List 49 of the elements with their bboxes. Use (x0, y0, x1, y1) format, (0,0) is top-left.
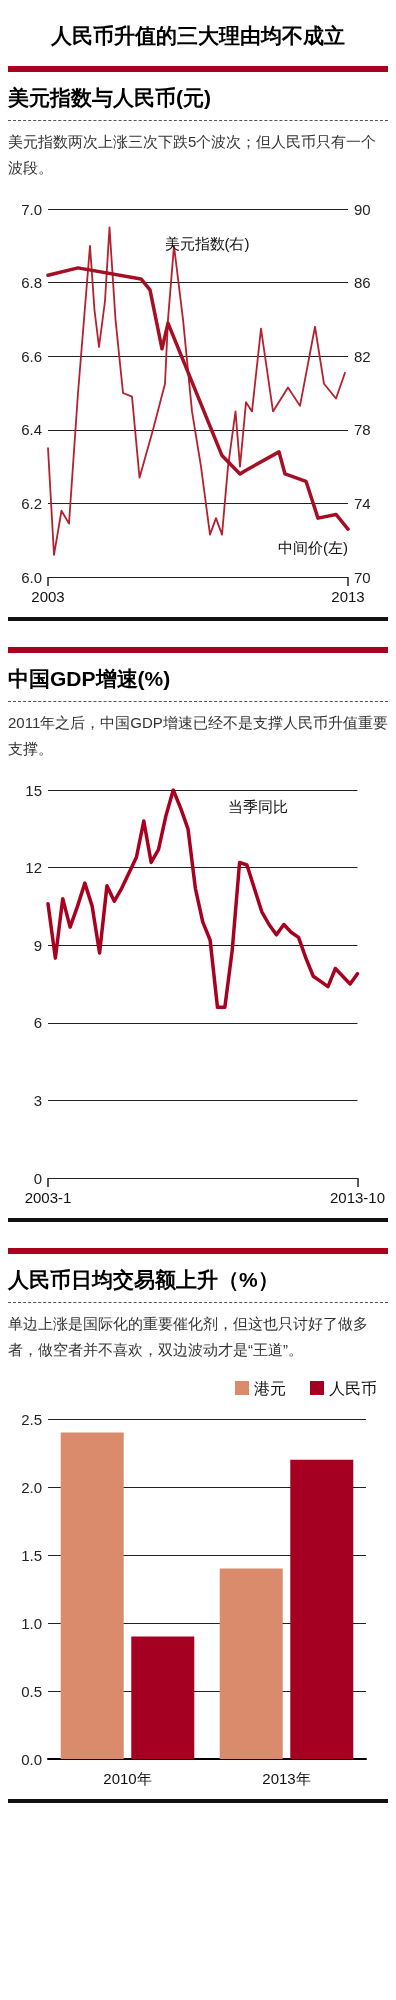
y-tick-label: 12 (25, 859, 42, 877)
y-tick-label: 6.6 (21, 347, 42, 365)
x-tick-label: 2013年 (262, 1770, 311, 1787)
line-series (46, 788, 360, 1010)
x-tick-label: 2013-10 (329, 1189, 386, 1206)
y-tick-label: 7.0 (21, 200, 42, 218)
chart-subtitle: 单边上涨是国际化的重要催化剂，但这也只讨好了做多者，做空者并不喜欢，双边波动才是“王道”。 (8, 1314, 369, 1360)
chart-subtitle: 2011年之后，中国GDP增速已经不是支撑人民币升值重要支撑。 (8, 713, 388, 759)
bar (60, 1432, 124, 1759)
y2-tick-label: 86 (354, 274, 371, 292)
bar (219, 1568, 283, 1759)
y-tick-label: 0.0 (21, 1750, 42, 1768)
line-series (46, 266, 350, 531)
text: 人民币升值的三大理由均不成立 (50, 23, 346, 49)
y-tick-label: 6.8 (21, 274, 42, 292)
legend-label: 人民币 (329, 1379, 377, 1397)
series-label: 中间价(左) (278, 539, 348, 557)
y-tick-label: 2.5 (21, 1410, 42, 1428)
bar (290, 1459, 354, 1759)
y-tick-label: 0 (33, 1169, 42, 1187)
y-tick-label: 6.0 (21, 568, 42, 586)
bar (131, 1636, 195, 1759)
y2-tick-label: 90 (354, 200, 371, 218)
y-tick-label: 0.5 (21, 1682, 42, 1700)
y-tick-label: 9 (33, 936, 42, 954)
chart-title: 美元指数与人民币(元) (8, 72, 388, 121)
y2-tick-label: 82 (354, 347, 371, 365)
y-tick-label: 6 (33, 1014, 42, 1032)
y2-tick-label: 78 (354, 421, 371, 439)
y-tick-label: 3 (33, 1091, 42, 1109)
chart-title: 中国GDP增速(%) (8, 653, 388, 702)
chart-subtitle: 美元指数两次上涨三次下跌5个波次；但人民币只有一个波段。 (8, 132, 378, 178)
y-tick-label: 1.5 (21, 1546, 42, 1564)
x-tick-label: 2003 (31, 588, 65, 605)
y2-tick-label: 74 (354, 494, 371, 512)
line-series (47, 226, 346, 556)
y-tick-label: 15 (25, 781, 42, 799)
x-tick-label: 2003-1 (24, 1189, 72, 1206)
y-tick-label: 6.2 (21, 494, 42, 512)
y-tick-label: 2.0 (21, 1478, 42, 1496)
series-label: 美元指数(右) (164, 234, 250, 252)
legend-label: 港元 (254, 1379, 286, 1397)
x-tick-label: 2010年 (103, 1770, 152, 1787)
chart-title: 人民币日均交易额上升（%） (8, 1254, 388, 1303)
x-tick-label: 2013 (331, 588, 365, 605)
y-tick-label: 6.4 (21, 421, 42, 439)
y-tick-label: 1.0 (21, 1614, 42, 1632)
text: 当季同比 (228, 797, 289, 815)
y2-tick-label: 70 (354, 568, 371, 586)
